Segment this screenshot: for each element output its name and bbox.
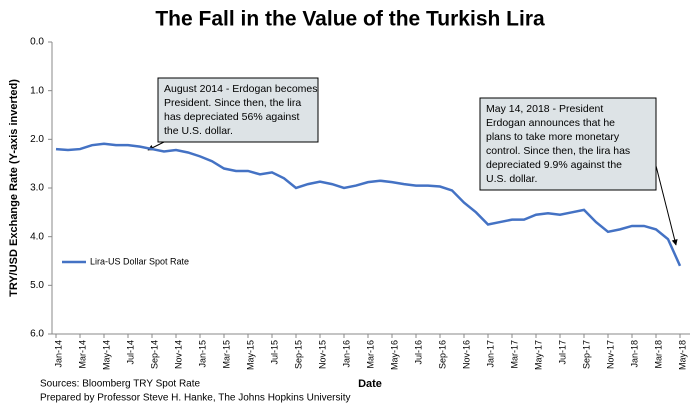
x-tick-label: Mar-14: [77, 340, 87, 369]
x-tick-label: Nov-17: [605, 340, 615, 369]
annotation-text: August 2014 - Erdogan becomes: [164, 83, 318, 95]
x-tick-label: Mar-18: [653, 340, 663, 369]
x-tick-label: Jan-17: [485, 340, 495, 368]
x-tick-label: May-17: [533, 340, 543, 370]
annotation-text: has depreciated 56% against: [164, 111, 300, 123]
annotation-box: [157, 77, 319, 143]
x-tick-label: Nov-16: [461, 340, 471, 369]
x-tick-label: May-18: [677, 340, 687, 370]
x-tick-label: Jul-16: [413, 340, 423, 365]
legend-label: Lira-US Dollar Spot Rate: [90, 256, 189, 266]
y-tick-label: 6.0: [30, 329, 44, 340]
x-tick-label: Nov-15: [317, 340, 327, 369]
x-tick-label: Jan-16: [341, 340, 351, 368]
y-tick-label: 4.0: [30, 231, 44, 242]
x-tick-label: Jan-18: [629, 340, 639, 368]
annotation-text: President. Since then, the lira: [164, 97, 301, 109]
annotation-text: May 14, 2018 - President: [486, 103, 603, 115]
x-tick-label: Sep-17: [581, 340, 591, 369]
series-line: [55, 142, 682, 267]
chart-title: The Fall in the Value of the Turkish Lir…: [155, 8, 545, 31]
y-tick-label: 1.0: [30, 85, 44, 96]
x-tick-label: Jul-15: [269, 340, 279, 365]
x-tick-label: May-15: [245, 340, 255, 370]
x-axis-title: Date: [358, 378, 382, 390]
x-tick-label: Jan-14: [53, 340, 63, 368]
y-tick-label: 2.0: [30, 134, 44, 145]
annotation-text: the U.S. dollar.: [164, 125, 233, 137]
y-tick-label: 0.0: [30, 37, 44, 48]
annotation-text: control. Since then, the lira has: [486, 145, 630, 157]
annotation-text: U.S. dollar.: [486, 173, 537, 185]
y-axis-title: TRY/USD Exchange Rate (Y-axis inverted): [8, 79, 20, 297]
x-tick-label: Sep-16: [437, 340, 447, 369]
x-tick-label: Jul-17: [557, 340, 567, 365]
annotation-text: Erdogan announces that he: [486, 117, 615, 129]
annotation-text: depreciated 9.9% against the: [486, 159, 622, 171]
x-tick-label: Mar-16: [365, 340, 375, 369]
x-tick-label: Jul-14: [125, 340, 135, 365]
y-tick-label: 3.0: [30, 183, 44, 194]
y-tick-label: 5.0: [30, 280, 44, 291]
x-tick-label: Jan-15: [197, 340, 207, 368]
x-tick-label: May-14: [101, 340, 111, 370]
source-note: Sources: Bloomberg TRY Spot Rate: [40, 379, 201, 390]
x-tick-label: Mar-17: [509, 340, 519, 369]
annotation-text: plans to take more monetary: [486, 131, 620, 143]
annotation-box: [479, 97, 657, 191]
x-tick-label: May-16: [389, 340, 399, 370]
x-tick-label: Mar-15: [221, 340, 231, 369]
x-tick-label: Sep-15: [293, 340, 303, 369]
x-tick-label: Sep-14: [149, 340, 159, 369]
x-tick-label: Nov-14: [173, 340, 183, 369]
source-note: Prepared by Professor Steve H. Hanke, Th…: [40, 393, 351, 404]
